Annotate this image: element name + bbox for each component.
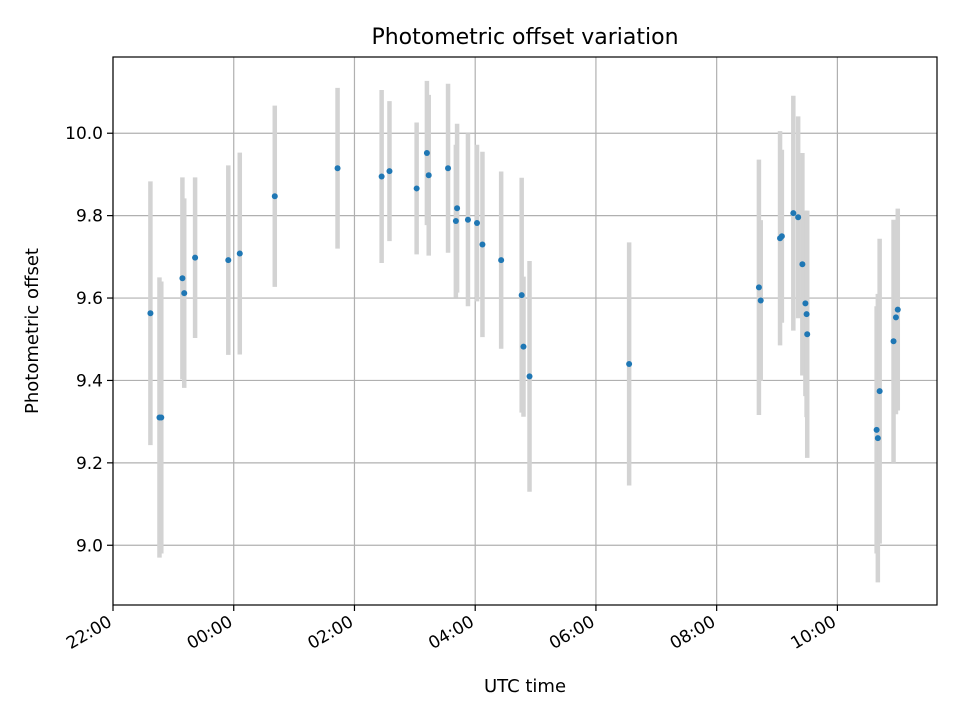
data-point xyxy=(890,338,897,345)
y-tick-label: 9.2 xyxy=(76,454,103,474)
data-point xyxy=(799,261,806,268)
data-point xyxy=(876,388,883,395)
data-point xyxy=(757,297,764,304)
data-point xyxy=(334,165,341,172)
y-tick-label: 9.8 xyxy=(76,207,103,227)
data-point xyxy=(873,426,880,433)
plot-frame xyxy=(112,56,938,606)
data-point xyxy=(894,306,901,313)
y-axis-label: Photometric offset xyxy=(22,248,43,414)
data-point xyxy=(236,250,243,257)
data-point xyxy=(479,241,486,248)
data-point xyxy=(158,414,165,421)
data-point xyxy=(874,435,881,442)
data-point xyxy=(804,331,811,338)
data-point xyxy=(803,311,810,318)
data-point xyxy=(181,290,188,297)
data-points xyxy=(147,150,901,442)
data-point xyxy=(192,254,199,261)
data-point xyxy=(179,275,186,282)
data-point xyxy=(526,373,533,380)
data-point xyxy=(518,292,525,299)
y-tick-label: 10.0 xyxy=(65,124,103,144)
data-point xyxy=(147,310,154,317)
data-point xyxy=(454,205,461,212)
data-point xyxy=(795,214,802,221)
data-point xyxy=(386,168,393,175)
chart-title: Photometric offset variation xyxy=(371,25,678,50)
data-point xyxy=(802,300,809,307)
data-point xyxy=(464,216,471,223)
data-point xyxy=(425,172,432,179)
data-point xyxy=(378,173,385,180)
data-point xyxy=(413,185,420,192)
data-point xyxy=(474,220,481,227)
data-point xyxy=(520,343,527,350)
data-point xyxy=(755,284,762,291)
data-point xyxy=(790,210,797,217)
data-point xyxy=(892,314,899,321)
y-tick-label: 9.4 xyxy=(76,371,103,391)
data-point xyxy=(225,257,232,264)
data-point xyxy=(423,150,430,157)
data-point xyxy=(498,257,505,264)
y-tick-label: 9.6 xyxy=(76,289,103,309)
y-axis-ticks: 9.0 9.2 9.4 9.6 9.8 10.0 xyxy=(65,124,113,556)
data-point xyxy=(271,193,278,200)
data-point xyxy=(452,217,459,224)
data-point xyxy=(778,233,785,240)
data-point xyxy=(626,360,633,367)
data-point xyxy=(445,165,452,172)
x-axis-label: UTC time xyxy=(484,676,566,697)
y-tick-label: 9.0 xyxy=(76,536,103,556)
